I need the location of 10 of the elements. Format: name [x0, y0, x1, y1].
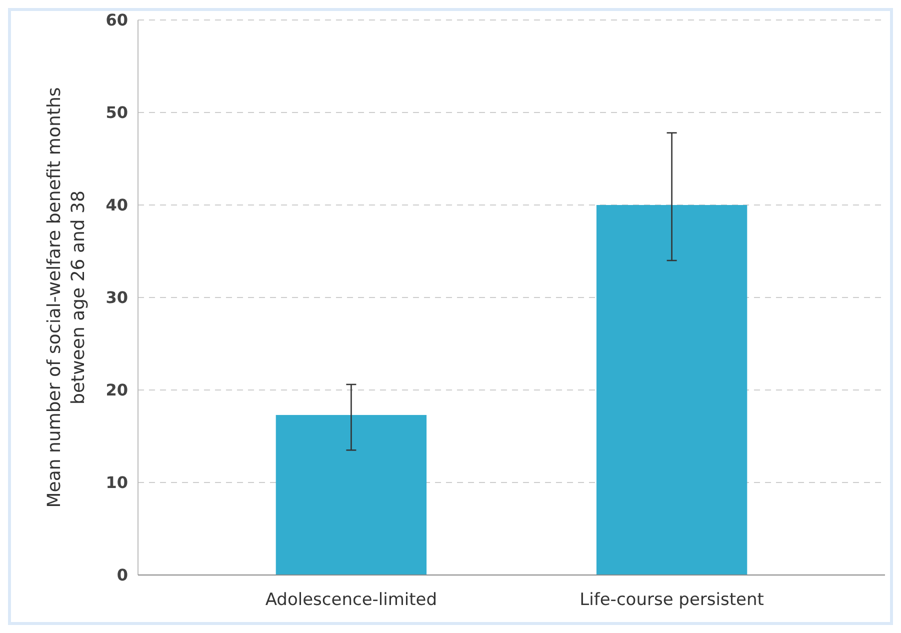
x-tick-label: Life-course persistent: [580, 590, 764, 610]
y-tick-label: 20: [106, 380, 128, 400]
y-tick-label: 0: [116, 566, 128, 585]
y-axis-title: Mean number of social-welfare benefit months between age 26 and 38: [44, 87, 89, 508]
y-tick-label: 60: [106, 10, 128, 30]
y-tick-label: 10: [106, 473, 128, 492]
y-tick-label: 40: [106, 196, 128, 215]
x-tick-label: Adolescence-limited: [265, 590, 438, 610]
y-tick-label: 30: [106, 288, 128, 308]
y-tick-label: 50: [106, 103, 128, 122]
